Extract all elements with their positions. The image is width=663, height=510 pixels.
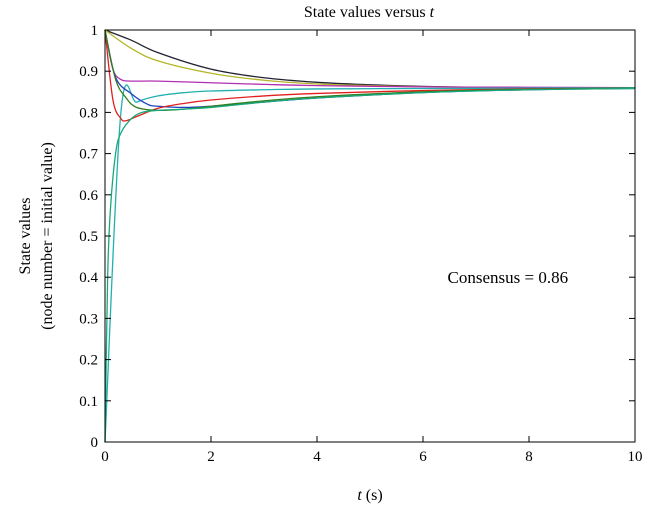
series-line-2	[104, 29, 635, 89]
series-line-8	[104, 87, 636, 443]
y-axis-title-line-1: State values	[17, 198, 34, 275]
y-tick-label: 0.7	[79, 147, 98, 163]
y-tick-label: 0.3	[79, 311, 98, 327]
y-tick-label: 1	[91, 23, 99, 39]
x-tick-label: 6	[419, 449, 427, 465]
series-line-1	[104, 29, 635, 89]
y-tick-label: 0.9	[79, 64, 98, 80]
x-axis-unit: (s)	[362, 487, 383, 504]
chart-title-variable: t	[430, 4, 435, 21]
y-axis-title-line-2: (node number = initial value)	[39, 142, 56, 330]
y-tick-label: 0.2	[79, 353, 98, 369]
y-tick-label: 0.8	[79, 105, 98, 121]
chart-title-text: State values versus	[304, 4, 430, 21]
x-tick-label: 8	[525, 449, 533, 465]
x-axis-title: t (s)	[357, 487, 382, 504]
ticks-layer: 0 2 4 6 8 10 0 0.1 0.2 0.3 0.4 0.5 0.6 0.7 0.8 0.9 1	[79, 23, 642, 465]
x-tick-label: 2	[207, 449, 215, 465]
y-axis-title: State values (node number = initial valu…	[17, 142, 56, 330]
y-tick-label: 0.1	[79, 394, 98, 410]
series-line-4	[104, 84, 636, 443]
y-tick-label: 0.4	[79, 270, 98, 286]
y-tick-label: 0.6	[79, 188, 98, 204]
x-tick-label: 10	[628, 449, 643, 465]
series-line-7	[104, 29, 636, 112]
consensus-annotation: Consensus = 0.86	[448, 268, 569, 287]
series-line-3	[104, 29, 636, 89]
series-layer	[104, 29, 636, 443]
chart-title: State values versus t	[304, 4, 435, 21]
series-line-6	[104, 29, 636, 122]
series-line-5	[104, 29, 636, 109]
y-tick-label: 0.5	[79, 229, 98, 245]
x-axis-variable: t	[357, 487, 362, 504]
y-tick-label: 0	[91, 435, 99, 451]
x-tick-label: 0	[101, 449, 109, 465]
x-tick-label: 4	[313, 449, 321, 465]
